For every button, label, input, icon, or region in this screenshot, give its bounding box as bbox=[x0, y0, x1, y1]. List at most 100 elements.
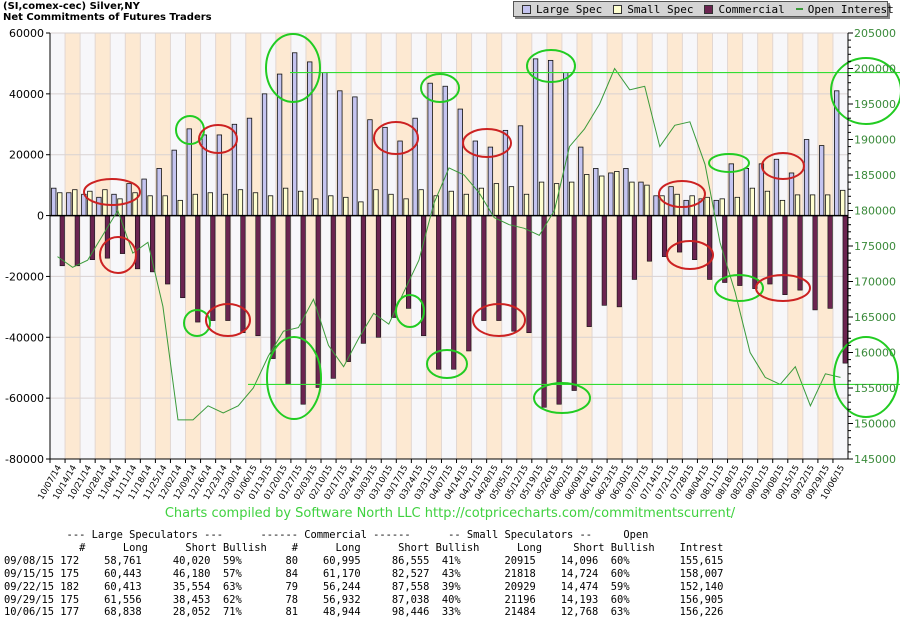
annotation-ellipse bbox=[83, 178, 141, 206]
bar-commercial bbox=[240, 215, 246, 334]
bar-commercial bbox=[104, 215, 110, 259]
bar-small-spec bbox=[824, 194, 831, 216]
table-row: 09/15/15 175 60,443 46,180 57% 84 61,170… bbox=[4, 567, 724, 580]
bar-large-spec bbox=[803, 139, 810, 216]
y2-tick-label: 200000 bbox=[854, 63, 896, 76]
bar-small-spec bbox=[192, 193, 198, 216]
column-band bbox=[667, 33, 683, 459]
bar-commercial bbox=[556, 215, 562, 405]
bar-large-spec bbox=[382, 126, 388, 216]
annotation-ellipse bbox=[426, 349, 468, 379]
bar-large-spec bbox=[96, 196, 102, 216]
column-band bbox=[622, 33, 638, 459]
bar-large-spec bbox=[66, 192, 72, 216]
bar-large-spec bbox=[246, 117, 253, 216]
column-band bbox=[65, 33, 81, 459]
legend-large-spec: Large Spec bbox=[522, 3, 602, 16]
chart-title: (SI,comex-cec) Silver,NY Net Commitments… bbox=[3, 1, 212, 23]
annotation-ellipse bbox=[526, 49, 576, 83]
bar-small-spec bbox=[629, 181, 635, 216]
bar-commercial bbox=[481, 215, 487, 321]
bar-large-spec bbox=[773, 158, 780, 216]
column-band bbox=[80, 33, 96, 459]
bar-commercial bbox=[526, 215, 532, 334]
column-band bbox=[396, 33, 412, 459]
bar-small-spec bbox=[403, 198, 409, 216]
y-tick-label: 60000 bbox=[9, 27, 44, 40]
bar-commercial bbox=[782, 215, 788, 295]
y2-tick-label: 155000 bbox=[854, 382, 896, 395]
y2-tick-label: 180000 bbox=[854, 205, 896, 218]
bar-small-spec bbox=[418, 189, 424, 216]
open-interest-line bbox=[57, 67, 841, 421]
table-row: 09/22/15 182 60,413 35,554 63% 79 56,244… bbox=[4, 580, 724, 593]
column-band bbox=[50, 33, 66, 459]
annotation-ellipse bbox=[183, 309, 211, 337]
annotation-ellipse bbox=[373, 121, 419, 155]
title-line-2: Net Commitments of Futures Traders bbox=[3, 12, 212, 23]
annotation-ellipse bbox=[472, 303, 526, 337]
bar-small-spec bbox=[538, 181, 545, 216]
y-tick-label: 40000 bbox=[9, 88, 44, 101]
column-band bbox=[727, 33, 743, 459]
annotation-ellipse bbox=[265, 33, 321, 103]
bar-small-spec bbox=[493, 183, 500, 216]
bar-small-spec bbox=[508, 186, 515, 216]
legend-swatch-large-spec-icon bbox=[522, 4, 531, 14]
y-tick-label: -80000 bbox=[5, 453, 44, 466]
y2-tick-label: 205000 bbox=[854, 27, 896, 40]
bar-small-spec bbox=[267, 195, 274, 216]
column-band bbox=[697, 33, 713, 459]
column-band bbox=[140, 33, 156, 459]
bar-small-spec bbox=[207, 192, 213, 216]
bar-commercial bbox=[511, 215, 517, 332]
legend-swatch-commercial-icon bbox=[704, 4, 714, 14]
y-tick-label: 0 bbox=[37, 210, 44, 223]
column-band bbox=[817, 33, 833, 459]
bar-small-spec bbox=[569, 181, 575, 216]
column-band bbox=[787, 33, 803, 459]
bar-commercial bbox=[285, 215, 291, 385]
bar-large-spec bbox=[427, 82, 433, 216]
column-band bbox=[170, 33, 186, 459]
chart-legend: Large Spec Small Spec Commercial Open In… bbox=[513, 1, 894, 17]
bar-large-spec bbox=[563, 72, 569, 216]
bar-commercial bbox=[646, 215, 653, 262]
column-band bbox=[682, 33, 698, 459]
annotation-ellipse bbox=[205, 303, 251, 337]
bar-large-spec bbox=[186, 128, 192, 216]
bar-small-spec bbox=[282, 187, 289, 216]
bar-commercial bbox=[842, 215, 848, 364]
bar-large-spec bbox=[51, 187, 57, 216]
bar-small-spec bbox=[298, 190, 304, 216]
bar-commercial bbox=[631, 215, 637, 280]
bar-commercial bbox=[812, 215, 818, 311]
bar-small-spec bbox=[478, 187, 484, 216]
bar-small-spec bbox=[358, 201, 364, 216]
bar-small-spec bbox=[222, 193, 229, 216]
bar-small-spec bbox=[162, 195, 168, 216]
bar-commercial bbox=[119, 215, 126, 254]
y2-tick-label: 150000 bbox=[854, 418, 896, 431]
column-band bbox=[652, 33, 668, 459]
column-band bbox=[486, 33, 502, 459]
bar-large-spec bbox=[788, 172, 795, 216]
bar-commercial bbox=[677, 215, 683, 253]
bar-commercial bbox=[827, 215, 833, 309]
bar-large-spec bbox=[156, 168, 162, 216]
bar-small-spec bbox=[674, 193, 680, 216]
column-band bbox=[110, 33, 126, 459]
bar-large-spec bbox=[638, 181, 644, 216]
bar-large-spec bbox=[367, 119, 373, 216]
bar-small-spec bbox=[704, 196, 710, 216]
bar-small-spec bbox=[177, 199, 183, 216]
annotation-ellipse bbox=[833, 336, 899, 418]
bar-small-spec bbox=[794, 194, 801, 216]
bar-small-spec bbox=[343, 196, 349, 216]
bar-small-spec bbox=[764, 190, 771, 216]
bar-small-spec bbox=[584, 174, 590, 216]
bar-large-spec bbox=[337, 90, 343, 216]
column-band bbox=[712, 33, 728, 459]
table-row: 10/06/15 177 68,838 28,052 71% 81 48,944… bbox=[4, 606, 724, 619]
y2-tick-label: 195000 bbox=[854, 98, 896, 111]
